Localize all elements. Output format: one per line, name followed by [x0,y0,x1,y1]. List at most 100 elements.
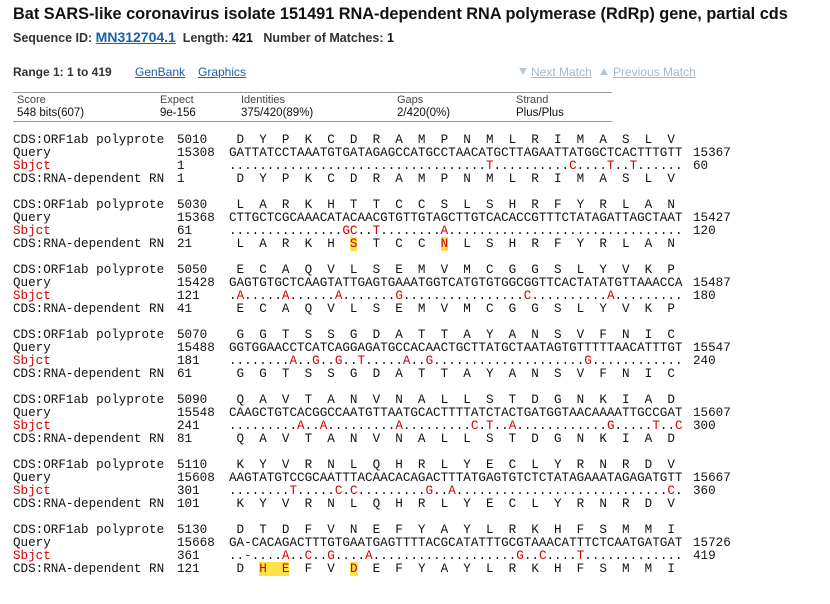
mismatch: C [569,159,577,173]
sequence-info: Sequence ID: MN312704.1 Length: 421 Numb… [13,29,394,45]
row-start: 41 [177,302,193,316]
column-value: 375/420(89%) [241,107,314,119]
row-start: 5050 [177,263,208,277]
mismatch: T [372,224,381,238]
row-start: 361 [177,549,200,563]
sequence: GATTATCCTAAATGTGATAGAGCCATGCCTAACATGCTTA… [229,146,683,160]
sequence: ........A..G..G..T.....A..G.............… [229,355,683,368]
mismatch: A [297,419,305,433]
match-dots: .. [289,549,305,563]
row-start: 301 [177,484,200,498]
match-dots: ............ [591,354,683,368]
mismatch: G [516,549,524,563]
row-start: 1 [177,159,185,173]
row-start: 181 [177,354,200,368]
sequence: .A.....A......A.......G................C… [229,290,683,303]
match-dots: .................................. [229,159,486,173]
mismatch: C [667,484,675,498]
match-dots: .. [410,354,426,368]
mismatch: G [425,484,434,498]
sequence: .........A..A.........A.........C.T..A..… [229,420,683,433]
match-dots: .. [304,419,320,433]
match-dots: ..... [365,354,403,368]
match-dots: .. [357,224,373,238]
row-start: 15548 [177,406,215,420]
mismatch: C [349,484,358,498]
match-dots: ............. [584,549,683,563]
sequence: E C A Q V L S E M V M C G G S L Y V K P [229,302,675,316]
match-dots: .. [659,419,676,433]
row-start: 5070 [177,328,208,342]
match-dots: . [229,289,237,303]
row-label: CDS:ORF1ab polyprote [13,133,165,147]
mismatch: T [606,159,615,173]
match-dots: ......... [357,484,426,498]
range: Range 1: 1 to 419 [13,65,112,79]
match-dots: ......... [327,419,396,433]
previous-match-link[interactable]: Previous Match [613,65,696,79]
mismatch: A [236,289,245,303]
row-label: Sbjct [13,354,51,368]
sequence-id-link[interactable]: MN312704.1 [95,29,176,45]
match-dots: . [342,484,350,498]
highlighted-residue: D [349,562,358,576]
genbank-link[interactable]: GenBank [135,65,186,79]
column-value: 2/420(0%) [397,107,451,119]
mismatch: G [584,354,592,368]
residues: T C C [357,237,441,251]
row-start: 15428 [177,276,215,290]
sequence: K Y V R N L Q H R L Y E C L Y R N R D V [229,497,675,511]
match-dots: ......... [229,419,298,433]
next-match-link[interactable]: Next Match [531,65,592,79]
row-start: 15308 [177,146,215,160]
row-end: 300 [693,419,716,433]
mismatch: T [629,159,638,173]
mismatch: - [244,549,252,563]
row-label: CDS:RNA-dependent RN [13,497,165,511]
match-dots: .. [614,159,630,173]
title: Bat SARS-like coronavirus isolate 151491… [13,5,788,23]
sequence: D T D F V N E F Y A Y L R K H F S M M I [229,523,675,537]
row-start: 15368 [177,211,215,225]
row-label: CDS:ORF1ab polyprote [13,458,165,472]
row-end: 15607 [693,406,731,420]
match-dots: ........ [229,484,290,498]
row-end: 120 [693,224,716,238]
column-header: Gaps [397,94,424,106]
residues: L S H R F Y R L A N [448,237,675,251]
sequence: AAGTATGTCCGCAATTTACAACACAGACTTTATGAGTGTC… [229,471,683,485]
sequence: L A R K H T T C C S L S H R F Y R L A N [229,198,675,212]
row-label: Query [13,406,51,420]
graphics-link[interactable]: Graphics [198,65,247,79]
row-label: Sbjct [13,484,51,498]
sequence: GAGTGTGCTCAAGTATTGAGTGAAATGGTCATGTGTGGCG… [229,276,683,290]
match-dots: .. [297,354,313,368]
mismatch: T [576,549,585,563]
sequence: ...............GC..T........A...........… [229,225,683,238]
match-dots: ........ [229,354,290,368]
row-end: 240 [693,354,716,368]
sequence: CTTGCTCGCAAACATACAACGTGTTGTAGCTTGTCACACC… [229,211,683,225]
label: Length: [182,31,229,45]
sequence: ........T.....C.C.........G..A..........… [229,485,683,498]
label: Sequence ID: [13,31,93,45]
match-dots: ............................ [455,484,668,498]
row-start: 5090 [177,393,208,407]
match-dots: ...... [637,159,683,173]
row-start: 241 [177,419,200,433]
match-dots: .. [493,419,509,433]
row-start: 61 [177,224,193,238]
sequence: K Y V R N L Q H R L Y E C L Y R N R D V [229,458,675,472]
row-label: Sbjct [13,419,51,433]
row-start: 81 [177,432,193,446]
mismatch: T [485,159,494,173]
match-dots: .... [334,549,366,563]
match-dots: . [674,484,683,498]
row-start: 1 [177,172,185,186]
column-value: 9e-156 [160,107,196,119]
row-start: 5110 [177,458,208,472]
mismatch: A [448,484,456,498]
match-dots: .. [319,354,335,368]
sequence: D Y P K C D R A M P N M L R I M A S L V [229,133,675,147]
